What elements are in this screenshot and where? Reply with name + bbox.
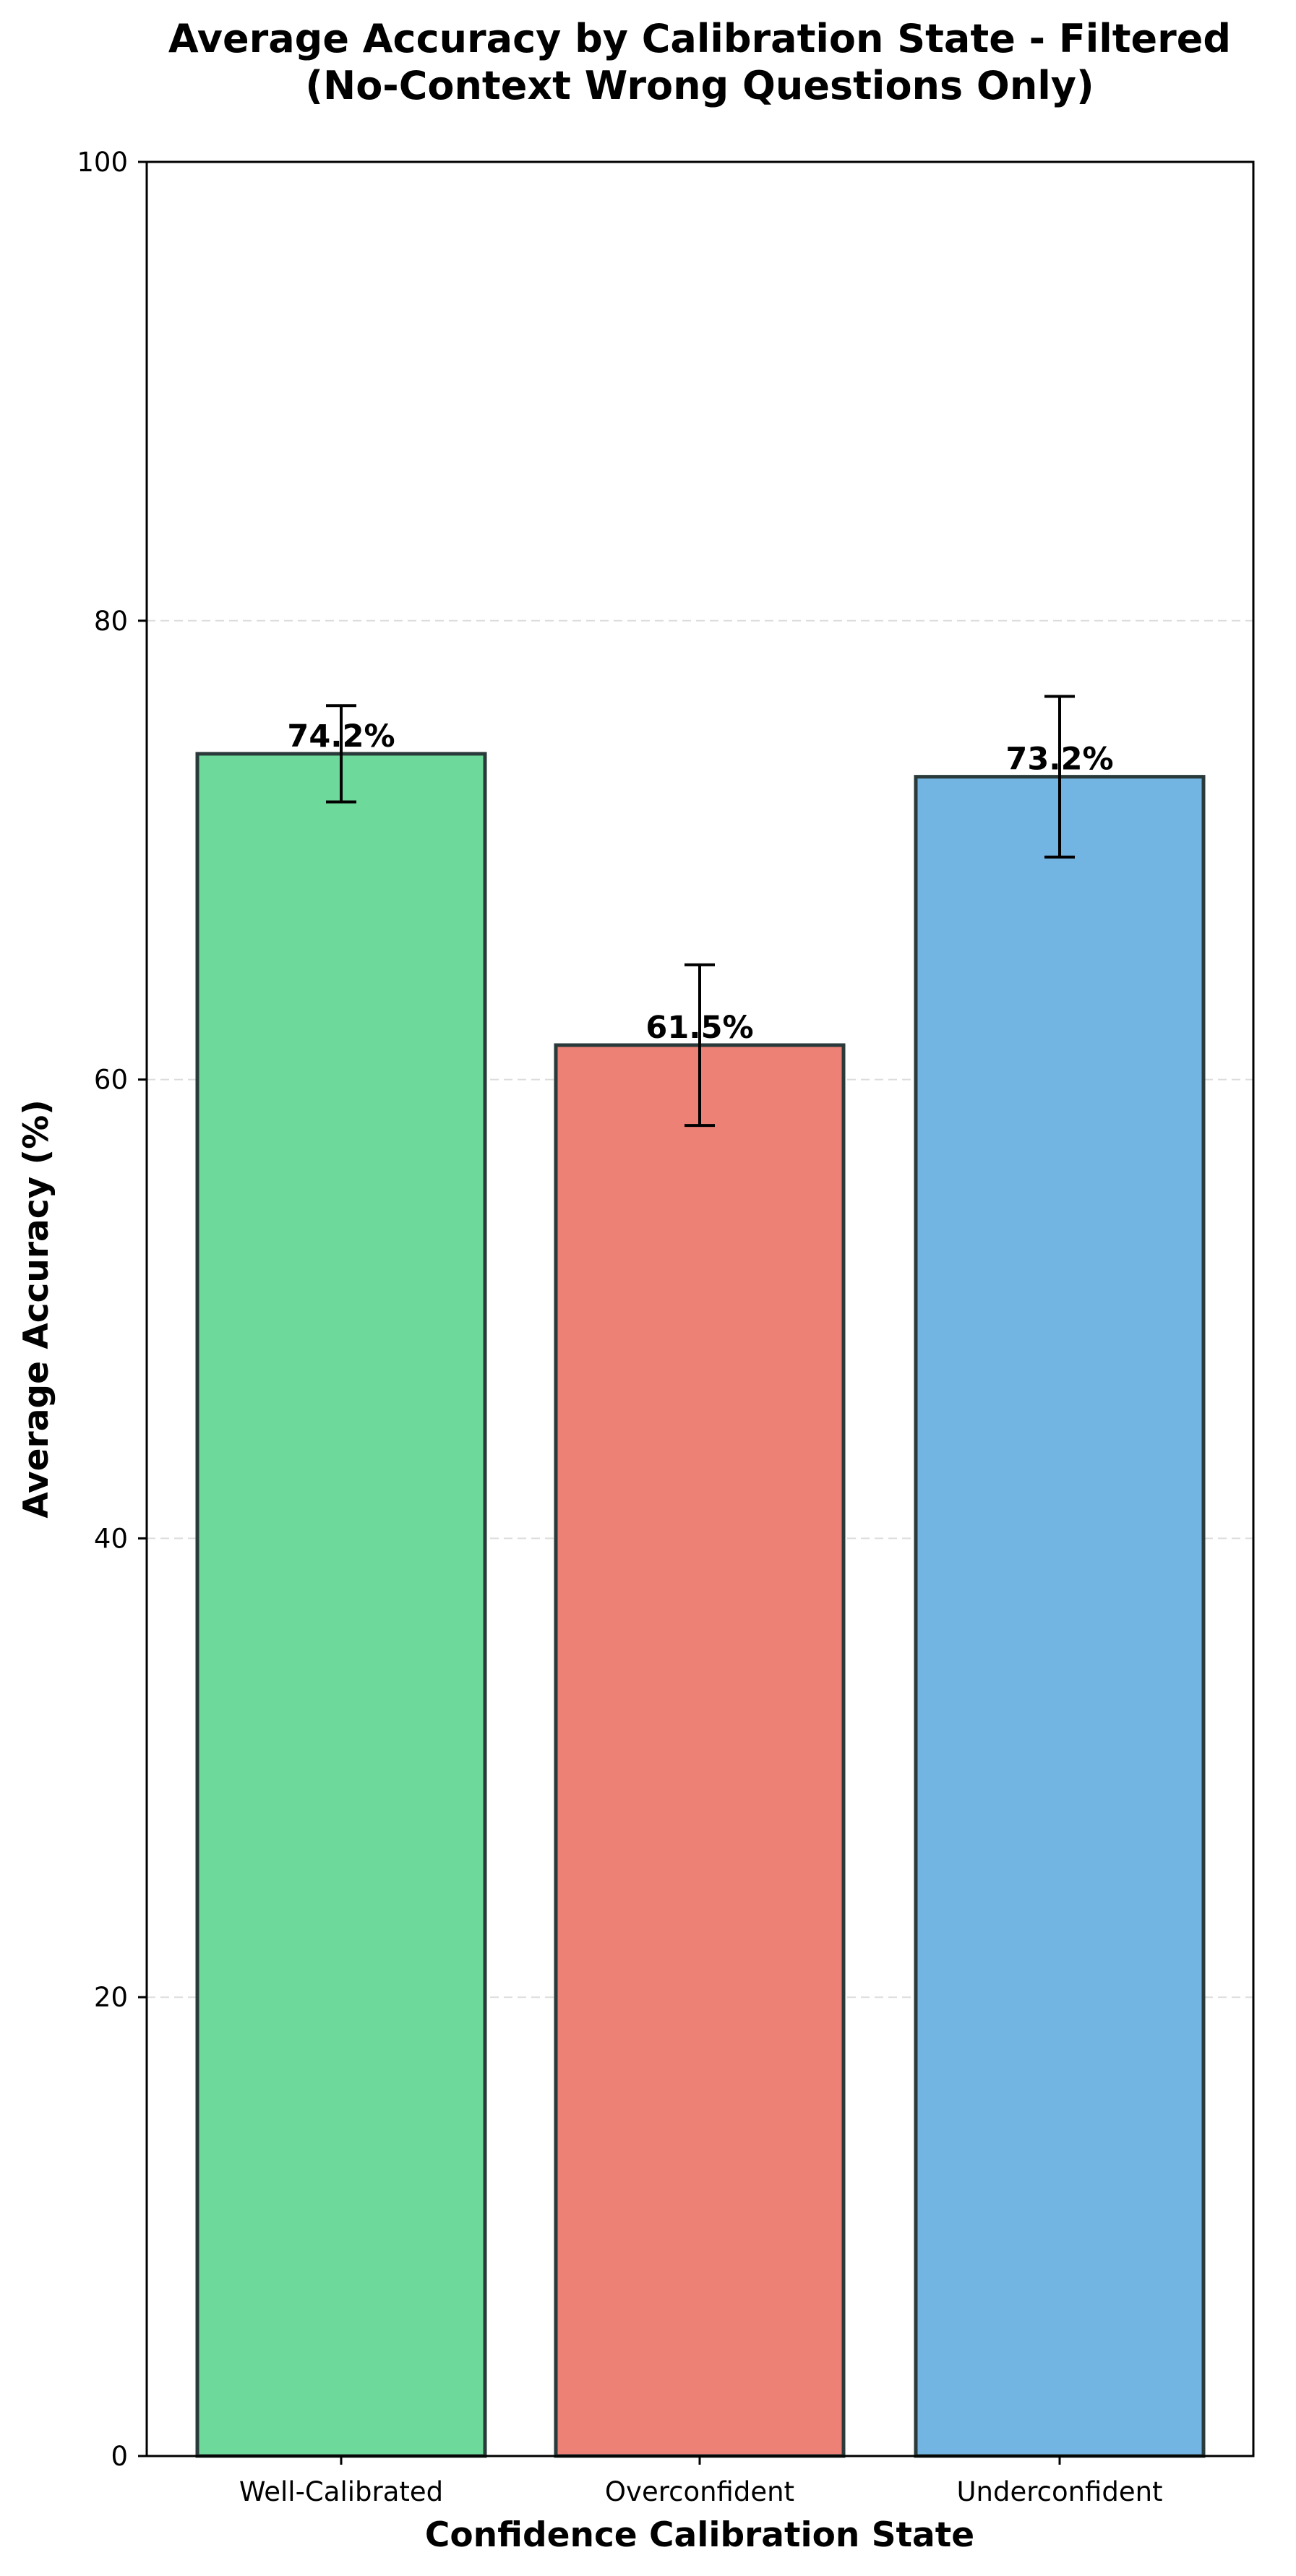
y-tick-label: 60 xyxy=(94,1065,128,1096)
y-tick-label: 0 xyxy=(111,2441,128,2472)
chart-title-line1: Average Accuracy by Calibration State - … xyxy=(168,16,1231,61)
y-axis-label: Average Accuracy (%) xyxy=(17,1099,56,1518)
data-label: 73.2% xyxy=(1005,742,1113,778)
y-axis-ticks: 0 20 40 60 80 100 xyxy=(77,147,147,2472)
x-tick-label: Overconfident xyxy=(605,2476,794,2507)
chart-title-line2: (No-Context Wrong Questions Only) xyxy=(305,63,1094,108)
error-bars-group xyxy=(326,695,1075,1128)
y-tick-label: 100 xyxy=(77,147,128,178)
data-label: 74.2% xyxy=(287,718,395,755)
y-tick-label: 20 xyxy=(94,1982,128,2013)
x-tick-label: Well-Calibrated xyxy=(239,2476,443,2507)
x-axis-label: Confidence Calibration State xyxy=(425,2515,974,2555)
bar xyxy=(554,1043,846,2458)
bar xyxy=(195,752,487,2458)
y-tick-label: 40 xyxy=(94,1523,128,1554)
x-tick-label: Underconfident xyxy=(956,2476,1162,2507)
x-axis-ticks: Well-Calibrated Overconfident Underconfide… xyxy=(239,2456,1163,2507)
data-label: 61.5% xyxy=(645,1010,753,1046)
y-tick-label: 80 xyxy=(94,606,128,637)
bar xyxy=(914,775,1206,2458)
data-labels-group: 74.2% 61.5% 73.2% xyxy=(287,718,1113,1046)
